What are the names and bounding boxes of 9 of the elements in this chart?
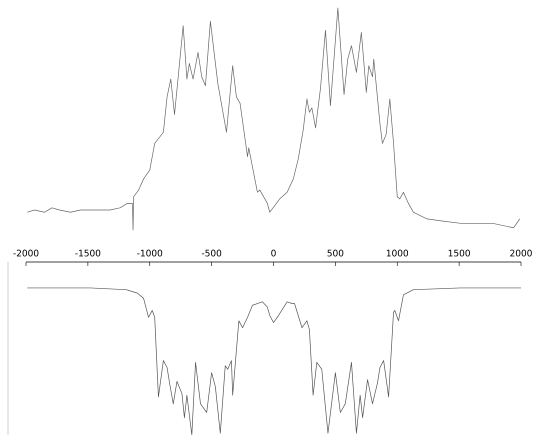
- x-tick-label: 500: [328, 250, 344, 256]
- x-tick-label: 2000: [510, 250, 532, 256]
- x-tick-label: -500: [202, 250, 222, 256]
- x-tick-label: 0: [271, 250, 276, 256]
- x-tick-label: -2000: [13, 250, 38, 256]
- x-tick-label: 1500: [448, 250, 470, 256]
- x-tick-label: -1000: [137, 250, 162, 256]
- x-tick-label: 1000: [386, 250, 408, 256]
- x-tick-label: -1500: [75, 250, 100, 256]
